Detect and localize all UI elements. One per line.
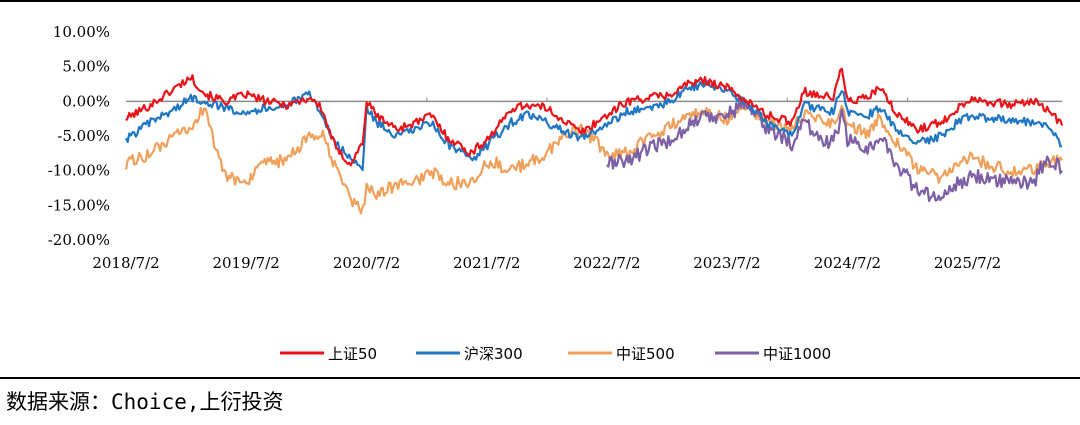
top-rule [0,0,1080,2]
legend: 上证50 沪深300 中证500 中证1000 [280,345,831,363]
legend-label: 中证500 [616,345,675,363]
x-tick-label: 2018/7/2 [92,254,159,272]
y-tick-label: 0.00% [62,92,110,110]
series-line-1 [125,67,1064,167]
y-tick-label: -20.00% [48,231,110,249]
x-tick-label: 2019/7/2 [212,254,279,272]
y-tick-label: -15.00% [48,196,110,214]
x-tick-label: 2021/7/2 [453,254,520,272]
series-line-4 [606,96,1063,203]
x-tick-label: 2025/7/2 [934,254,1001,272]
legend-label: 中证1000 [763,345,831,363]
y-tick-label: 10.00% [53,23,110,41]
bottom-rule [0,377,1080,379]
y-tick-label: 5.00% [62,58,110,76]
x-tick-label: 2022/7/2 [573,254,640,272]
y-tick-label: -5.00% [57,127,110,145]
source-note: 数据来源：Choice,上衍投资 [6,390,284,414]
legend-label: 上证50 [328,345,377,363]
series-group [124,67,1064,215]
x-tick-label: 2024/7/2 [814,254,881,272]
y-tick-label: -10.00% [48,162,110,180]
x-tick-label: 2020/7/2 [333,254,400,272]
y-axis: 10.00% 5.00% 0.00% -5.00% -10.00% -15.00% -20.… [48,23,110,249]
series-line-3 [124,104,1063,215]
legend-label: 沪深300 [464,345,523,363]
x-tick-label: 2023/7/2 [693,254,760,272]
x-axis: 2018/7/2 2019/7/2 2020/7/2 2021/7/2 2022/7/2… [92,254,1001,272]
